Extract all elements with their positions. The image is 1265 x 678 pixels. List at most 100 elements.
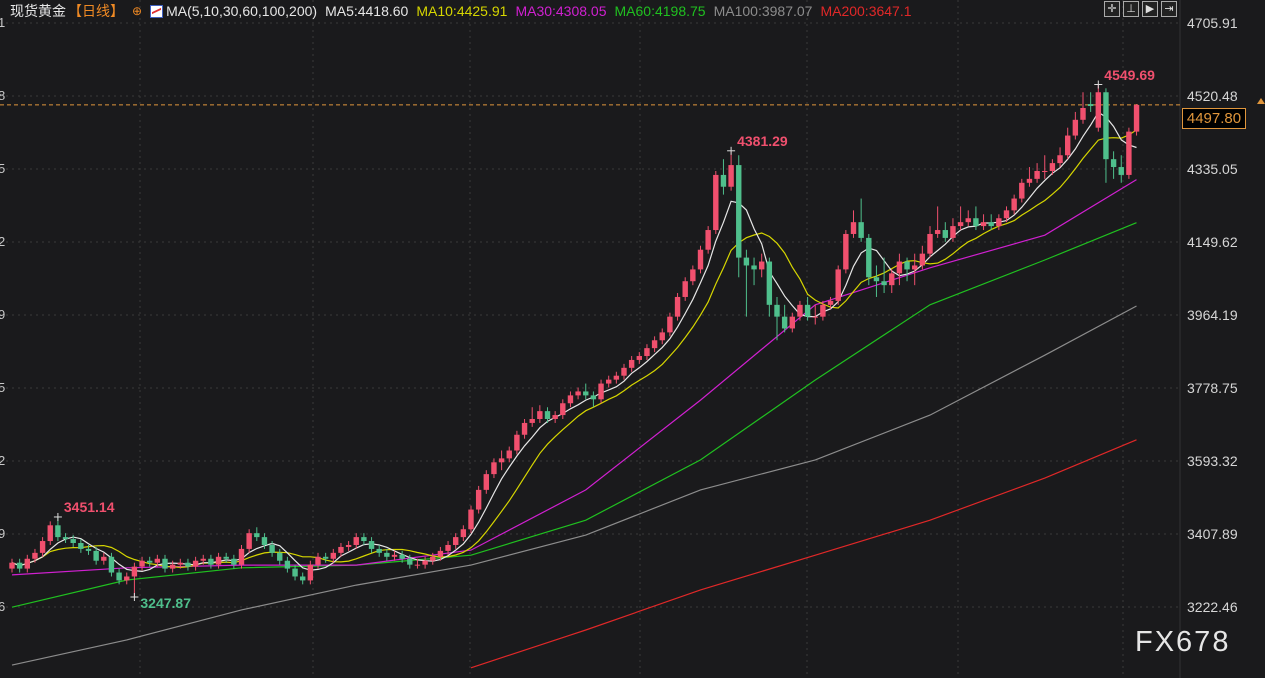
candle-up bbox=[131, 566, 138, 577]
candle-down bbox=[399, 554, 405, 559]
candle-up bbox=[965, 218, 971, 223]
ma-value-ma5: MA5:4418.60 bbox=[325, 3, 409, 19]
candle-up bbox=[606, 379, 612, 384]
candle-up bbox=[1019, 182, 1025, 199]
candle-up bbox=[192, 560, 199, 567]
candle-up bbox=[797, 304, 803, 317]
candle-down bbox=[384, 552, 390, 557]
candle-up bbox=[483, 474, 489, 490]
candle-up bbox=[514, 434, 520, 451]
candle-up bbox=[1049, 163, 1056, 171]
candle-up bbox=[453, 537, 459, 545]
ma-indicator-label[interactable]: MA(5,10,30,60,100,200) bbox=[166, 3, 318, 19]
candle-up bbox=[307, 564, 314, 581]
candle-down bbox=[1110, 159, 1117, 168]
y-tick-label: 3964.19 bbox=[1187, 306, 1238, 323]
candle-up bbox=[391, 554, 398, 557]
ma-line-ma100 bbox=[11, 305, 1137, 666]
candle-up bbox=[32, 552, 38, 559]
candle-up bbox=[621, 367, 627, 376]
ma-line-ma200 bbox=[470, 439, 1137, 669]
zoom-range-icon[interactable]: ⊥ bbox=[1123, 1, 1139, 17]
left-axis-label: 1 bbox=[0, 15, 6, 30]
left-axis-label: 2 bbox=[0, 233, 6, 249]
candle-down bbox=[277, 552, 283, 561]
candle-up bbox=[919, 253, 926, 266]
crosshair-plus-icon[interactable]: ⊕ bbox=[132, 4, 143, 18]
candle-down bbox=[544, 411, 551, 420]
y-tick-label: 3778.75 bbox=[1187, 380, 1238, 396]
watermark: FX678 bbox=[1135, 626, 1231, 658]
extreme-price-label: 3451.14 bbox=[63, 498, 115, 515]
candle-up bbox=[238, 548, 245, 565]
candle-down bbox=[147, 560, 153, 563]
indicator-chart-icon[interactable] bbox=[150, 4, 164, 18]
candle-up bbox=[820, 304, 826, 317]
candle-down bbox=[736, 165, 742, 258]
play-icon[interactable]: ▶ bbox=[1142, 1, 1158, 17]
ma-line-ma60 bbox=[11, 222, 1137, 608]
candle-down bbox=[973, 218, 979, 227]
period-selector[interactable]: 【日线】 bbox=[68, 3, 124, 19]
candle-down bbox=[368, 541, 375, 549]
candle-up bbox=[475, 489, 482, 510]
candle-up bbox=[47, 525, 53, 542]
candle-down bbox=[376, 548, 382, 553]
candle-down bbox=[988, 222, 994, 227]
ma-value-ma200: MA200:3647.1 bbox=[820, 3, 912, 19]
candle-down bbox=[62, 537, 69, 540]
candle-down bbox=[873, 277, 880, 282]
candle-down bbox=[284, 560, 291, 569]
candle-up bbox=[414, 564, 421, 566]
candle-up bbox=[529, 419, 535, 423]
candle-up bbox=[430, 556, 436, 561]
chart-header: 现货黄金 【日线】 ⊕ MA(5,10,30,60,100,200) MA5:4… bbox=[10, 2, 928, 20]
candle-up bbox=[124, 576, 130, 581]
extreme-price-label: 4549.69 bbox=[1104, 66, 1155, 83]
candle-down bbox=[858, 222, 864, 238]
candle-up bbox=[644, 348, 650, 357]
candle-up bbox=[651, 340, 658, 349]
go-end-icon[interactable]: ⇥ bbox=[1161, 1, 1177, 17]
candle-up bbox=[200, 558, 206, 561]
candle-down bbox=[162, 558, 168, 569]
candle-up bbox=[636, 356, 642, 360]
y-tick-label: 4520.48 bbox=[1187, 87, 1238, 104]
candle-up bbox=[9, 562, 15, 569]
y-tick-label: 3407.89 bbox=[1187, 526, 1238, 542]
candle-up bbox=[713, 174, 719, 231]
candle-down bbox=[804, 304, 811, 317]
candle-up bbox=[537, 411, 543, 420]
candle-up bbox=[345, 544, 352, 547]
candle-down bbox=[231, 558, 237, 565]
candle-up bbox=[934, 230, 941, 234]
candle-down bbox=[781, 316, 788, 329]
candle-down bbox=[93, 550, 99, 561]
candle-up bbox=[843, 233, 849, 270]
candle-down bbox=[751, 265, 757, 270]
candle-up bbox=[1026, 178, 1033, 183]
candle-up bbox=[1057, 155, 1063, 164]
candle-down bbox=[904, 261, 910, 270]
candle-up bbox=[950, 226, 956, 238]
candle-up bbox=[957, 222, 964, 227]
candle-up bbox=[39, 541, 46, 553]
ma-line-ma30 bbox=[11, 179, 1137, 576]
candle-up bbox=[560, 403, 566, 416]
y-tick-label: 4335.05 bbox=[1187, 160, 1238, 177]
candle-up bbox=[996, 218, 1002, 227]
candle-down bbox=[300, 576, 306, 581]
candle-up bbox=[169, 564, 176, 569]
candle-up bbox=[567, 395, 574, 404]
candle-up bbox=[506, 450, 512, 459]
candle-up bbox=[353, 537, 359, 545]
candle-down bbox=[269, 544, 275, 553]
candle-down bbox=[85, 548, 92, 551]
chart-toolbar: ✛ ⊥ ▶ ⇥ bbox=[1104, 1, 1177, 17]
candle-up bbox=[154, 558, 161, 563]
crosshair-icon[interactable]: ✛ bbox=[1104, 1, 1120, 17]
candle-down bbox=[1103, 92, 1109, 160]
candle-up bbox=[835, 269, 841, 301]
candle-down bbox=[1087, 104, 1094, 107]
